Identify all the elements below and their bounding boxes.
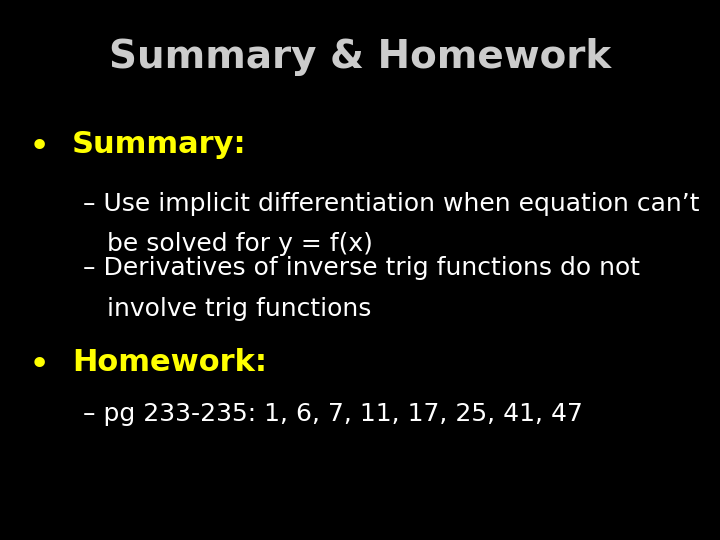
- Text: – Derivatives of inverse trig functions do not: – Derivatives of inverse trig functions …: [83, 256, 640, 280]
- Text: Summary & Homework: Summary & Homework: [109, 38, 611, 76]
- Text: •: •: [29, 130, 50, 164]
- Text: Homework:: Homework:: [72, 348, 267, 377]
- Text: Summary:: Summary:: [72, 130, 247, 159]
- Text: – pg 233-235: 1, 6, 7, 11, 17, 25, 41, 47: – pg 233-235: 1, 6, 7, 11, 17, 25, 41, 4…: [83, 402, 582, 426]
- Text: – Use implicit differentiation when equation can’t: – Use implicit differentiation when equa…: [83, 192, 699, 215]
- Text: •: •: [29, 348, 50, 382]
- Text: involve trig functions: involve trig functions: [83, 297, 372, 321]
- Text: be solved for y = f(x): be solved for y = f(x): [83, 232, 373, 256]
